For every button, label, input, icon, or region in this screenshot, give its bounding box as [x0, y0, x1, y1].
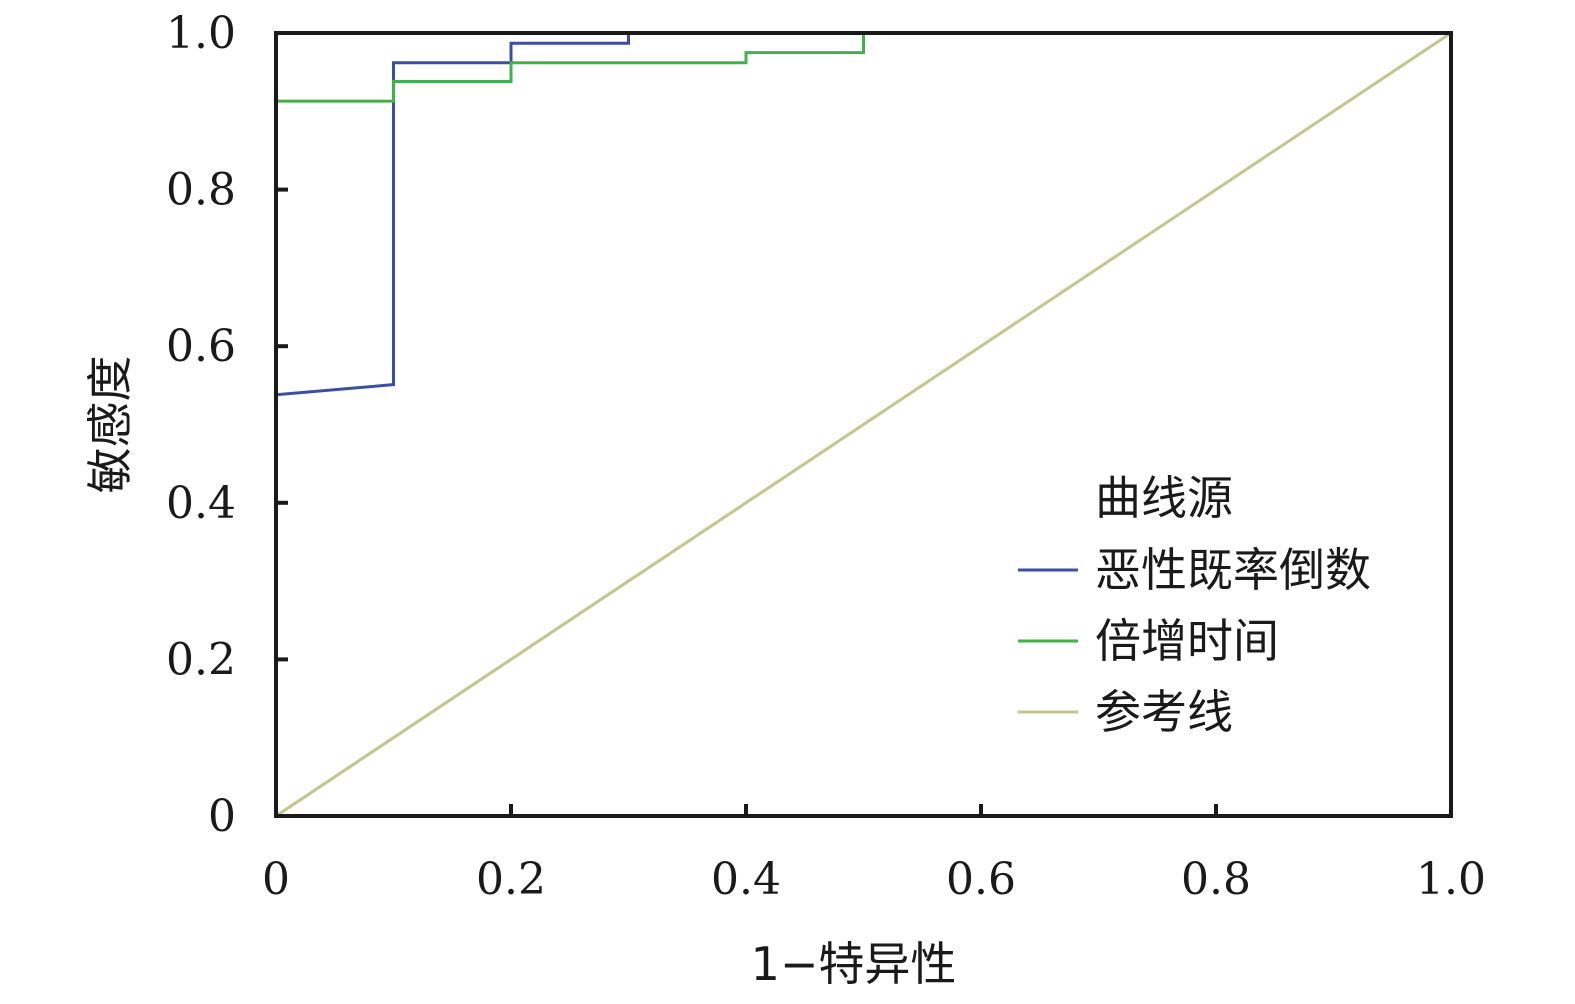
legend-title: 曲线源	[1095, 471, 1233, 525]
legend-label: 倍增时间	[1095, 614, 1279, 668]
x-tick-label: 0.4	[711, 854, 781, 905]
plot-frame	[274, 31, 1453, 818]
x-tick-label: 0.6	[946, 854, 1016, 905]
x-tick-label: 1.0	[1416, 854, 1486, 905]
x-axis-title: 1−特异性	[751, 937, 957, 991]
ticks-layer: 0 0.2 0.4 0.6 0.8 1.0 0 0.2 0.4 0.6 0.8 1.0	[166, 8, 1486, 905]
series-line-1	[274, 31, 1451, 816]
y-tick-label: 0.8	[166, 165, 236, 216]
y-axis-title: 敏感度	[83, 356, 137, 494]
y-tick-label: 0	[208, 791, 236, 842]
series-layer	[274, 31, 1452, 818]
y-tick-label: 0.4	[166, 478, 236, 529]
x-tick-label: 0	[262, 854, 290, 905]
series-line-2	[275, 31, 1452, 818]
y-tick-label: 0.6	[166, 321, 236, 372]
x-tick-label: 0.8	[1181, 854, 1251, 905]
y-tick-label: 0.2	[166, 634, 236, 685]
y-tick-label: 1.0	[166, 8, 236, 59]
x-tick-label: 0.2	[476, 854, 546, 905]
legend-label: 参考线	[1095, 685, 1233, 739]
legend-label: 恶性既率倒数	[1095, 543, 1371, 597]
